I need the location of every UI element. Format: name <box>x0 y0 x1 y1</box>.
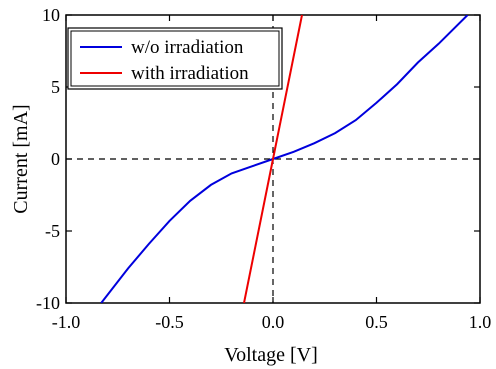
legend: w/o irradiation with irradiation <box>67 27 283 90</box>
series-line-0 <box>100 15 469 303</box>
x-tick-label: -1.0 <box>52 312 81 332</box>
legend-box-inner <box>70 30 280 87</box>
y-tick-label: 5 <box>51 77 60 97</box>
x-axis-label: Voltage [V] <box>224 344 318 366</box>
series-group <box>100 15 469 303</box>
y-tick-label: 10 <box>42 5 60 25</box>
y-tick-label: -5 <box>45 221 60 241</box>
legend-label: w/o irradiation <box>131 37 244 58</box>
y-axis-label: Current [mA] <box>10 104 32 213</box>
x-tick-label: -0.5 <box>155 312 184 332</box>
x-tick-label: 0.0 <box>262 312 285 332</box>
y-tick-label: 0 <box>51 149 60 169</box>
x-tick-label: 0.5 <box>365 312 388 332</box>
x-tick-label: 1.0 <box>469 312 492 332</box>
legend-box <box>67 27 283 90</box>
ticks: -1.0 -0.5 0.0 0.5 1.0 -10 -5 0 5 10 <box>36 5 491 332</box>
y-tick-label: -10 <box>36 293 60 313</box>
legend-label: with irradiation <box>131 63 249 84</box>
series-line-1 <box>243 15 303 303</box>
